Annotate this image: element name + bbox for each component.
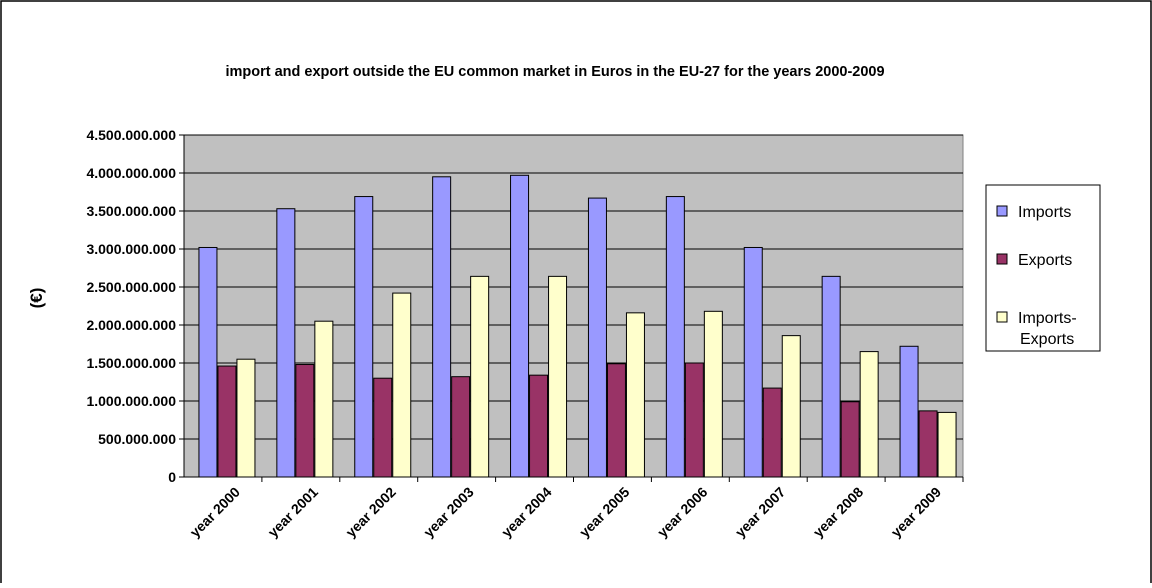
bar-exports-8 [762, 387, 782, 478]
bar-imports-8 [743, 246, 763, 478]
y-tick-label: 3.000.000.000 [86, 241, 176, 257]
bar-imports-7 [665, 196, 685, 478]
bar-imports-exports-5 [548, 275, 568, 478]
legend-swatch [996, 253, 1008, 265]
y-tick-label: 1.500.000.000 [86, 355, 176, 371]
bar-imports-exports-9 [859, 351, 879, 478]
y-axis-ticks: 0 500.000.000 1.000.000.000 1.500.000.000 2.… [86, 127, 963, 485]
bar-exports-7 [684, 362, 704, 478]
bar-imports-5 [510, 174, 530, 478]
bar-imports-1 [198, 246, 218, 478]
bar-exports-1 [217, 365, 237, 478]
y-tick-label: 2.500.000.000 [86, 279, 176, 295]
y-tick-label: 0 [168, 469, 176, 485]
bar-exports-2 [295, 364, 315, 478]
bar-imports-9 [821, 275, 841, 478]
y-tick-label: 2.000.000.000 [86, 317, 176, 333]
y-axis-label: (€) [27, 288, 46, 309]
bar-exports-5 [529, 374, 549, 478]
legend-label: Imports- [1018, 310, 1077, 327]
bar-imports-exports-1 [236, 358, 256, 478]
bar-imports-2 [276, 208, 296, 478]
y-tick-label: 4.500.000.000 [86, 127, 176, 143]
y-tick-label: 500.000.000 [98, 431, 176, 447]
bar-exports-3 [373, 377, 393, 478]
bar-imports-exports-6 [625, 312, 645, 478]
legend-label: Exports [1018, 252, 1072, 269]
bar-imports-10 [899, 345, 919, 478]
y-tick-label: 4.000.000.000 [86, 165, 176, 181]
bar-imports-4 [432, 176, 452, 478]
y-tick-label: 1.000.000.000 [86, 393, 176, 409]
bar-imports-3 [354, 196, 374, 478]
y-tick-label: 3.500.000.000 [86, 203, 176, 219]
legend-label: Imports [1018, 204, 1071, 221]
bars [198, 174, 957, 478]
bar-imports-exports-3 [392, 292, 412, 478]
bar-imports-exports-4 [470, 275, 490, 478]
bar-imports-exports-7 [703, 310, 723, 478]
legend-swatch [996, 205, 1008, 217]
bar-exports-4 [451, 376, 471, 478]
chart-title: import and export outside the EU common … [225, 64, 884, 80]
bar-imports-exports-10 [937, 411, 957, 478]
bar-exports-6 [606, 363, 626, 478]
bar-imports-6 [587, 197, 607, 478]
bar-imports-exports-8 [781, 335, 801, 478]
bar-exports-9 [840, 401, 860, 478]
bar-imports-exports-2 [314, 320, 334, 478]
legend-swatch [996, 311, 1008, 323]
legend: Imports Exports Imports- Exports [985, 184, 1101, 352]
legend-label: Exports [1020, 331, 1074, 348]
bar-exports-10 [918, 410, 938, 478]
